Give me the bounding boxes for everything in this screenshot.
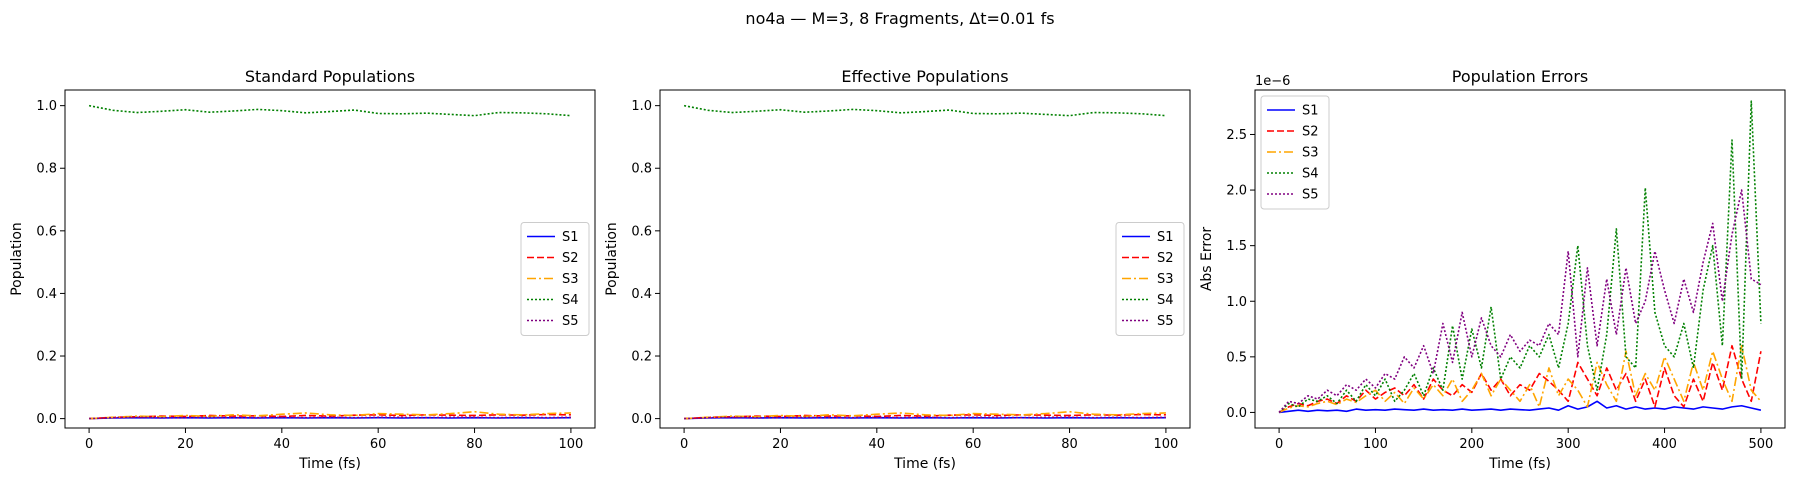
legend-label-s2: S2 — [1302, 125, 1319, 140]
x-tick-label: 200 — [1459, 437, 1484, 452]
legend-label-s2: S2 — [1157, 251, 1174, 266]
y-tick-label: 0.0 — [36, 412, 57, 427]
series-group — [683, 104, 1166, 420]
x-tick-label: 80 — [466, 437, 483, 452]
legend-label-s1: S1 — [562, 230, 579, 245]
legend-label-s5: S5 — [1157, 314, 1174, 329]
series-group — [88, 104, 571, 420]
x-tick-label: 400 — [1652, 437, 1677, 452]
series-line-s5 — [89, 416, 571, 420]
x-tick-label: 40 — [869, 437, 886, 452]
y-scale-label: 1e−6 — [1255, 74, 1290, 89]
chart-title: Standard Populations — [245, 67, 415, 86]
axes-frame — [659, 89, 1191, 429]
y-tick-label: 0.8 — [631, 162, 652, 177]
legend: S1 S2 S3 S4 S5 — [520, 222, 590, 336]
chart-panel-2: 0 20 40 60 80 100 0.0 0.2 0.4 0.6 0.8 1.0 Effective … — [604, 67, 1191, 472]
x-tick-label: 60 — [370, 437, 387, 452]
x-tick-label: 60 — [965, 437, 982, 452]
chart-title: Population Errors — [1452, 67, 1588, 86]
y-tick-label: 0.0 — [631, 412, 652, 427]
legend-label-s4: S4 — [562, 293, 579, 308]
x-axis-label: Time (fs) — [298, 456, 361, 472]
x-tick-label: 0 — [1275, 437, 1283, 452]
x-axis-label: Time (fs) — [893, 456, 956, 472]
series-line-s4 — [88, 104, 571, 117]
legend-label-s3: S3 — [1302, 146, 1319, 161]
series-line-s4 — [1278, 100, 1762, 414]
series-group — [1278, 100, 1762, 414]
legend-box — [520, 222, 590, 336]
legend-box — [1260, 95, 1330, 210]
series-line-s5 — [1278, 189, 1762, 413]
legend: S1 S2 S3 S4 S5 — [1260, 95, 1330, 210]
y-tick-label: 1.0 — [1226, 295, 1247, 310]
legend-label-s5: S5 — [562, 314, 579, 329]
x-tick-label: 40 — [274, 437, 291, 452]
y-tick-label: 0.6 — [631, 224, 652, 239]
y-tick-label: 1.5 — [1226, 239, 1247, 254]
chart-panel-3: 0 100 200 300 400 500 0.0 0.5 1.0 1.5 2.0 2.5 Popula… — [1199, 67, 1786, 472]
legend: S1 S2 S3 S4 S5 — [1115, 222, 1185, 336]
y-axis-label: Population — [604, 222, 620, 296]
y-tick-label: 0.4 — [36, 287, 57, 302]
y-tick-label: 0.2 — [631, 350, 652, 365]
series-line-s5 — [684, 416, 1166, 420]
y-tick-label: 2.0 — [1226, 184, 1247, 199]
series-line-s4 — [683, 104, 1166, 117]
x-tick-label: 100 — [1363, 437, 1388, 452]
legend-label-s1: S1 — [1157, 230, 1174, 245]
x-tick-label: 100 — [558, 437, 583, 452]
series-line-s1 — [1278, 400, 1762, 414]
y-tick-label: 1.0 — [631, 99, 652, 114]
x-tick-label: 20 — [177, 437, 194, 452]
y-tick-label: 0.4 — [631, 287, 652, 302]
legend-label-s3: S3 — [562, 272, 579, 287]
y-axis-label: Abs Error — [1199, 227, 1215, 292]
x-axis-label: Time (fs) — [1488, 456, 1551, 472]
x-tick-label: 80 — [1061, 437, 1078, 452]
y-tick-label: 0.5 — [1226, 350, 1247, 365]
y-tick-label: 2.5 — [1226, 128, 1247, 143]
x-tick-label: 0 — [85, 437, 93, 452]
axes-frame — [64, 89, 596, 429]
y-axis-label: Population — [9, 222, 25, 296]
y-tick-label: 1.0 — [36, 99, 57, 114]
x-tick-label: 0 — [680, 437, 688, 452]
y-tick-label: 0.6 — [36, 224, 57, 239]
y-tick-label: 0.0 — [1226, 406, 1247, 421]
legend-label-s4: S4 — [1302, 167, 1319, 182]
series-line-s3 — [1278, 344, 1762, 414]
axes-frame — [1254, 89, 1786, 429]
legend-label-s5: S5 — [1302, 188, 1319, 203]
legend-label-s3: S3 — [1157, 272, 1174, 287]
series-line-s2 — [1278, 344, 1762, 414]
y-tick-label: 0.8 — [36, 162, 57, 177]
legend-label-s2: S2 — [562, 251, 579, 266]
y-tick-label: 0.2 — [36, 350, 57, 365]
figure-suptitle: no4a — M=3, 8 Fragments, Δt=0.01 fs — [745, 9, 1054, 28]
legend-label-s4: S4 — [1157, 293, 1174, 308]
x-tick-label: 20 — [772, 437, 789, 452]
series-line-s3 — [89, 410, 571, 420]
panels: 0 20 40 60 80 100 0.0 0.2 0.4 0.6 0.8 1.0 Standard P… — [9, 67, 1786, 472]
legend-box — [1115, 222, 1185, 336]
x-tick-label: 300 — [1556, 437, 1581, 452]
x-tick-label: 100 — [1153, 437, 1178, 452]
chart-title: Effective Populations — [841, 67, 1008, 86]
series-line-s3 — [684, 410, 1166, 420]
chart-panel-1: 0 20 40 60 80 100 0.0 0.2 0.4 0.6 0.8 1.0 Standard P… — [9, 67, 596, 472]
x-tick-label: 500 — [1748, 437, 1773, 452]
legend-label-s1: S1 — [1302, 104, 1319, 119]
